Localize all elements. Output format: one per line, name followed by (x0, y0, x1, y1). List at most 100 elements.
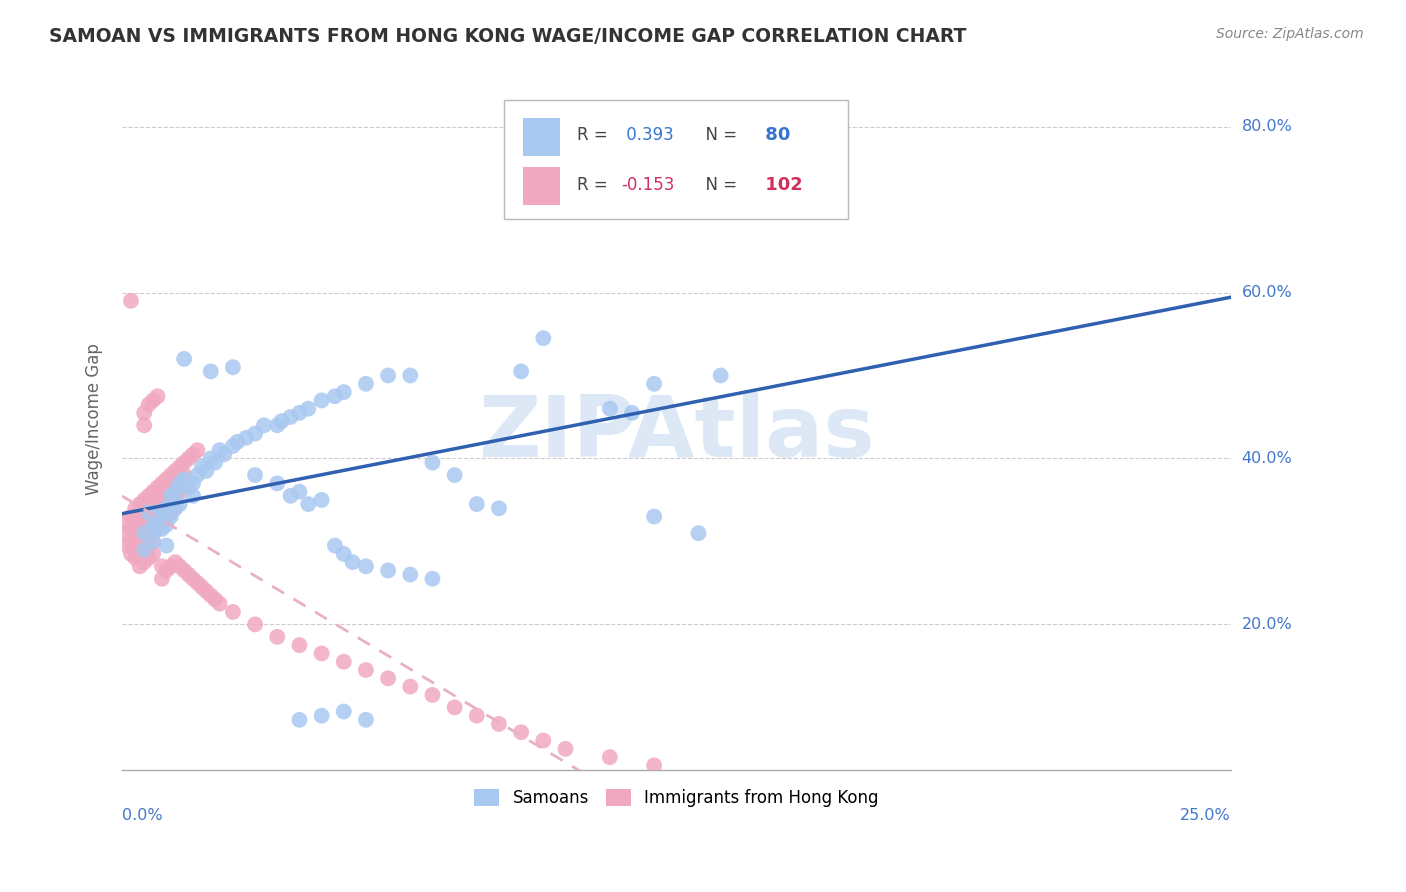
Point (643, 376, 665, 391)
Point (150, 509, 173, 524)
Point (200, 451, 222, 466)
Text: ZIPAtlas: ZIPAtlas (478, 392, 875, 475)
Point (146, 505, 169, 519)
Point (297, 497, 319, 511)
Point (169, 484, 191, 499)
Point (138, 489, 160, 503)
Legend: Samoans, Immigrants from Hong Kong: Samoans, Immigrants from Hong Kong (468, 782, 886, 814)
Point (354, 663, 377, 677)
Point (377, 368, 399, 383)
Point (280, 489, 302, 503)
Point (115, 514, 138, 528)
Point (146, 492, 169, 507)
Point (128, 522, 150, 536)
Point (323, 539, 346, 553)
Point (142, 393, 165, 408)
Point (169, 476, 191, 491)
Point (150, 522, 173, 536)
Text: R =: R = (576, 176, 613, 194)
Point (510, 725, 533, 739)
Text: 40.0%: 40.0% (1241, 451, 1292, 466)
Point (159, 492, 181, 507)
Point (177, 451, 200, 466)
Point (142, 534, 165, 549)
Point (146, 481, 169, 495)
Y-axis label: Wage/Income Gap: Wage/Income Gap (86, 343, 103, 495)
Point (159, 481, 181, 495)
Point (243, 426, 266, 441)
Point (688, 526, 710, 541)
Point (191, 580, 214, 594)
Point (155, 484, 177, 499)
Text: 0.0%: 0.0% (122, 808, 163, 823)
Point (150, 501, 173, 516)
Point (173, 456, 195, 470)
Point (138, 539, 160, 553)
Point (266, 476, 288, 491)
Point (134, 542, 156, 557)
Point (134, 418, 156, 433)
Point (399, 567, 422, 582)
Point (138, 526, 160, 541)
Point (124, 522, 146, 536)
Point (253, 418, 276, 433)
Text: 80: 80 (759, 126, 790, 145)
Point (181, 572, 204, 586)
Point (443, 700, 465, 714)
Point (159, 559, 181, 574)
Point (288, 484, 311, 499)
Point (222, 360, 245, 375)
Point (128, 509, 150, 524)
Point (332, 547, 354, 561)
Point (115, 539, 138, 553)
Point (155, 564, 177, 578)
Point (120, 534, 142, 549)
Point (643, 509, 665, 524)
Point (146, 517, 169, 532)
Text: N =: N = (695, 126, 742, 145)
Point (531, 733, 554, 747)
Point (332, 385, 354, 400)
Point (146, 505, 169, 519)
Point (124, 501, 146, 516)
Point (138, 551, 160, 566)
Point (155, 501, 177, 516)
Point (323, 389, 346, 403)
Point (150, 476, 173, 491)
Point (186, 443, 208, 458)
FancyBboxPatch shape (523, 167, 560, 205)
Text: 102: 102 (759, 176, 803, 194)
Point (531, 331, 554, 345)
Point (280, 409, 302, 424)
Point (332, 655, 354, 669)
Point (142, 547, 165, 561)
Point (222, 439, 245, 453)
Point (488, 501, 510, 516)
Point (146, 522, 169, 536)
Point (665, 186, 688, 200)
Point (311, 647, 333, 661)
Point (181, 476, 204, 491)
Point (554, 742, 576, 756)
Point (354, 376, 377, 391)
Point (142, 497, 165, 511)
Point (138, 398, 160, 412)
Point (191, 459, 214, 474)
Point (165, 489, 187, 503)
Point (169, 472, 191, 486)
Point (422, 572, 444, 586)
Text: -0.153: -0.153 (621, 176, 675, 194)
Point (186, 468, 208, 483)
Point (128, 559, 150, 574)
Point (115, 526, 138, 541)
Point (465, 708, 488, 723)
Point (311, 492, 333, 507)
Point (377, 564, 399, 578)
Point (155, 539, 177, 553)
FancyBboxPatch shape (505, 100, 848, 219)
Point (165, 501, 187, 516)
Point (266, 418, 288, 433)
Point (142, 522, 165, 536)
Point (128, 534, 150, 549)
Point (124, 539, 146, 553)
